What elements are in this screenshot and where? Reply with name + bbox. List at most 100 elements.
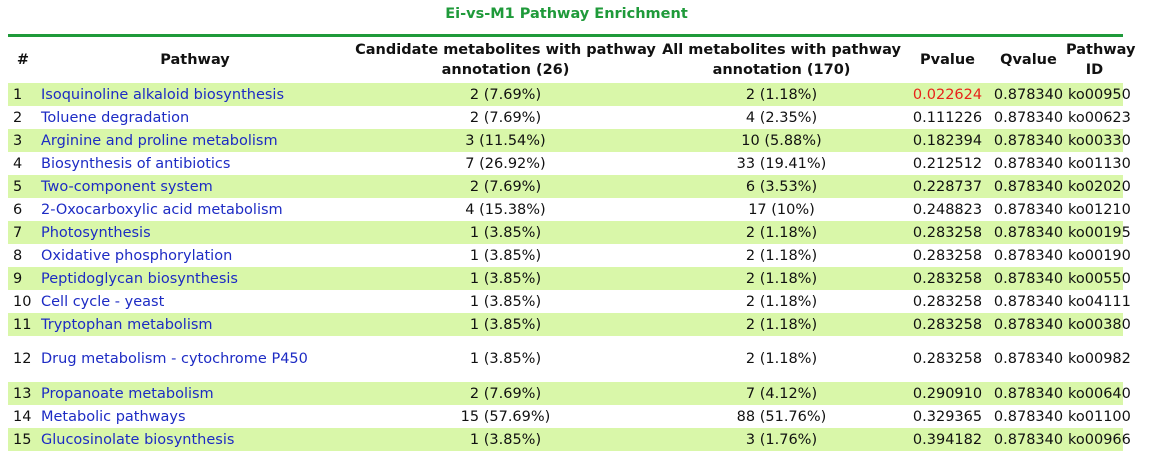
pathway-link[interactable]: Arginine and proline metabolism <box>38 129 352 152</box>
all-count: 2 (1.18%) <box>745 351 818 367</box>
qvalue-cell: 0.878340 <box>993 408 1064 425</box>
table-row: 11 Tryptophan metabolism 1 (3.85%) 2 (1.… <box>8 313 1131 336</box>
pathway-link[interactable]: 2-Oxocarboxylic acid metabolism <box>41 201 283 218</box>
table-row: 2 Toluene degradation 2 (7.69%) 4 (2.35%… <box>8 106 1131 129</box>
qvalue-cell: 0.878340 <box>991 428 1066 451</box>
header-pvalue: Pvalue <box>920 52 975 68</box>
qvalue-cell: 0.878340 <box>991 175 1066 198</box>
pathway-id-cell: ko00950 <box>1066 83 1131 106</box>
pathway-link[interactable]: Propanoate metabolism <box>38 382 352 405</box>
pvalue-cell: 0.111226 <box>912 109 983 126</box>
candidate-count: 2 (7.69%) <box>352 83 659 106</box>
candidate-count: 4 (15.38%) <box>465 201 546 218</box>
qvalue-cell: 0.878340 <box>991 221 1066 244</box>
pathway-link[interactable]: Metabolic pathways <box>41 408 186 425</box>
all-count: 2 (1.18%) <box>659 313 904 336</box>
row-number: 14 <box>13 408 32 425</box>
pvalue-cell: 0.290910 <box>904 382 991 405</box>
pathway-link[interactable]: Toluene degradation <box>41 109 190 126</box>
table-row: 10 Cell cycle - yeast 1 (3.85%) 2 (1.18%… <box>8 290 1131 313</box>
pathway-link[interactable]: Two-component system <box>38 175 352 198</box>
header-pathway: Pathway <box>160 52 230 68</box>
pathway-id-cell: ko01130 <box>1068 155 1131 172</box>
row-number: 3 <box>8 129 38 152</box>
pvalue-cell: 0.283258 <box>904 313 991 336</box>
row-number: 1 <box>8 83 38 106</box>
all-count: 88 (51.76%) <box>736 408 827 425</box>
all-count: 17 (10%) <box>748 201 815 218</box>
pathway-id-cell: ko00550 <box>1066 267 1131 290</box>
pathway-link[interactable]: Glucosinolate biosynthesis <box>38 428 352 451</box>
pvalue-cell: 0.329365 <box>912 408 983 425</box>
page-title: Ei-vs-M1 Pathway Enrichment <box>445 6 688 22</box>
candidate-count: 1 (3.85%) <box>469 293 542 310</box>
table-row: 8 Oxidative phosphorylation 1 (3.85%) 2 … <box>8 244 1131 267</box>
all-count: 4 (2.35%) <box>745 109 818 126</box>
row-number: 2 <box>13 109 23 126</box>
candidate-count: 1 (3.85%) <box>469 247 542 264</box>
pvalue-cell: 0.283258 <box>912 247 983 264</box>
table-row: 9 Peptidoglycan biosynthesis 1 (3.85%) 2… <box>8 267 1131 290</box>
pvalue-cell: 0.182394 <box>904 129 991 152</box>
all-count: 33 (19.41%) <box>736 155 827 172</box>
qvalue-cell: 0.878340 <box>991 129 1066 152</box>
pathway-link[interactable]: Photosynthesis <box>38 221 352 244</box>
row-number: 11 <box>8 313 38 336</box>
table-row: 14 Metabolic pathways 15 (57.69%) 88 (51… <box>8 405 1131 428</box>
all-count: 2 (1.18%) <box>659 83 904 106</box>
pvalue-cell: 0.283258 <box>912 293 983 310</box>
candidate-count: 1 (3.85%) <box>352 267 659 290</box>
pathway-id-cell: ko00190 <box>1068 247 1131 264</box>
pathway-link[interactable]: Cell cycle - yeast <box>41 293 165 310</box>
header-qvalue: Qvalue <box>1000 52 1057 68</box>
row-number: 9 <box>8 267 38 290</box>
all-count: 2 (1.18%) <box>745 293 818 310</box>
pathway-link[interactable]: Oxidative phosphorylation <box>41 247 233 264</box>
pvalue-cell: 0.212512 <box>912 155 983 172</box>
row-number: 7 <box>8 221 38 244</box>
pathway-id-cell: ko00623 <box>1068 109 1131 126</box>
qvalue-cell: 0.878340 <box>993 155 1064 172</box>
table-row: 13 Propanoate metabolism 2 (7.69%) 7 (4.… <box>8 382 1131 405</box>
row-number: 13 <box>8 382 38 405</box>
all-count: 2 (1.18%) <box>659 267 904 290</box>
qvalue-cell: 0.878340 <box>993 351 1064 367</box>
all-count: 10 (5.88%) <box>659 129 904 152</box>
table-row: 7 Photosynthesis 1 (3.85%) 2 (1.18%) 0.2… <box>8 221 1131 244</box>
pathway-link[interactable]: Isoquinoline alkaloid biosynthesis <box>38 83 352 106</box>
next-row-cut-off <box>8 449 1123 457</box>
pathway-link[interactable]: Biosynthesis of antibiotics <box>41 155 231 172</box>
pathway-link[interactable]: Peptidoglycan biosynthesis <box>38 267 352 290</box>
candidate-count: 1 (3.85%) <box>352 221 659 244</box>
row-number: 15 <box>8 428 38 451</box>
qvalue-cell: 0.878340 <box>993 293 1064 310</box>
qvalue-cell: 0.878340 <box>991 83 1066 106</box>
candidate-count: 1 (3.85%) <box>469 351 542 367</box>
pathway-link[interactable]: Tryptophan metabolism <box>38 313 352 336</box>
candidate-count: 2 (7.69%) <box>352 382 659 405</box>
pathway-enrichment-table: # Pathway Candidate metabolites with pat… <box>8 37 1135 451</box>
qvalue-cell: 0.878340 <box>991 313 1066 336</box>
candidate-count: 7 (26.92%) <box>465 155 546 172</box>
candidate-count: 15 (57.69%) <box>460 408 551 425</box>
pathway-id-cell: ko00966 <box>1066 428 1131 451</box>
table-row: 6 2-Oxocarboxylic acid metabolism 4 (15.… <box>8 198 1131 221</box>
pvalue-cell: 0.394182 <box>904 428 991 451</box>
qvalue-cell: 0.878340 <box>993 247 1064 264</box>
all-count: 2 (1.18%) <box>659 221 904 244</box>
all-count: 6 (3.53%) <box>659 175 904 198</box>
pvalue-cell: 0.228737 <box>904 175 991 198</box>
pathway-id-cell: ko02020 <box>1066 175 1131 198</box>
pvalue-cell: 0.283258 <box>904 267 991 290</box>
pathway-id-cell: ko00380 <box>1066 313 1131 336</box>
all-count: 3 (1.76%) <box>659 428 904 451</box>
pvalue-cell: 0.022624 <box>904 83 991 106</box>
row-number: 12 <box>13 351 32 367</box>
pathway-link[interactable]: Drug metabolism - cytochrome P450 <box>41 351 308 367</box>
candidate-count: 2 (7.69%) <box>352 175 659 198</box>
row-number: 5 <box>8 175 38 198</box>
candidate-count: 1 (3.85%) <box>352 428 659 451</box>
table-row: 1 Isoquinoline alkaloid biosynthesis 2 (… <box>8 83 1131 106</box>
header-num: # <box>16 52 30 68</box>
row-number: 6 <box>13 201 23 218</box>
